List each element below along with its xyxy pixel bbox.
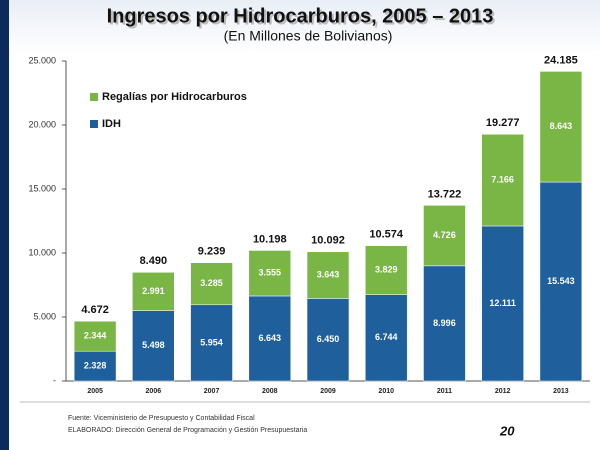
value-label: 3.643: [317, 269, 340, 279]
x-tick-label: 2011: [437, 388, 452, 395]
value-label: 3.555: [259, 268, 282, 278]
bar-segment: [248, 295, 291, 382]
value-label: 12.111: [489, 298, 516, 308]
bar-segment: [423, 205, 466, 267]
y-tick-label: 10.000: [28, 247, 56, 257]
value-label: 3.829: [375, 265, 398, 275]
y-tick-label: 25.000: [28, 55, 56, 65]
value-label: 2.991: [142, 286, 165, 296]
total-label: 24.185: [544, 54, 578, 66]
chart-title: Ingresos por Hidrocarburos, 2005 – 2013: [107, 5, 494, 27]
bar-segment: [248, 250, 291, 297]
prepared-note: ELABORADO: Dirección General de Programa…: [68, 427, 307, 434]
bar-segment: [481, 134, 524, 227]
value-label: 6.744: [375, 332, 398, 342]
legend-label: IDH: [102, 118, 121, 130]
bar-segment: [423, 265, 466, 382]
value-label: 15.543: [547, 276, 575, 286]
total-label: 9.239: [198, 246, 226, 258]
bar-segment: [365, 245, 408, 295]
total-label: 13.722: [428, 188, 462, 200]
total-label: 10.198: [253, 233, 287, 245]
side-band: [0, 0, 9, 450]
x-tick-label: 2006: [146, 388, 162, 395]
value-label: 8.643: [550, 121, 573, 131]
value-label: 3.285: [200, 278, 223, 288]
bar-segment: [73, 320, 117, 352]
bar-segment: [481, 225, 524, 382]
x-tick-label: 2012: [495, 388, 511, 395]
value-label: 5.498: [142, 340, 165, 350]
bar-segment: [539, 181, 583, 382]
y-tick-label: -: [53, 375, 56, 385]
total-label: 4.672: [81, 304, 109, 316]
legend-swatch: [90, 93, 98, 101]
x-tick-label: 2009: [320, 388, 336, 395]
total-label: 19.277: [486, 117, 520, 129]
source-note: Fuente: Viceministerio de Presupuesto y …: [68, 415, 255, 422]
chart-subtitle: (En Millones de Bolivianos): [224, 28, 393, 44]
value-label: 6.643: [259, 333, 282, 343]
bar-segment: [306, 298, 350, 382]
legend-label: Regalías por Hidrocarburos: [102, 91, 247, 103]
x-tick-label: 2010: [378, 388, 394, 395]
value-label: 5.954: [200, 337, 223, 347]
y-tick-label: 20.000: [28, 119, 56, 129]
value-label: 8.996: [433, 318, 456, 328]
bar-segment: [365, 294, 408, 382]
total-label: 10.092: [311, 235, 345, 247]
x-tick-label: 2007: [204, 388, 220, 395]
x-tick-label: 2005: [87, 388, 103, 395]
bar-segment: [539, 71, 583, 183]
total-label: 10.574: [369, 229, 404, 241]
value-label: 2.328: [84, 360, 107, 370]
total-label: 8.490: [140, 255, 168, 267]
page-number: 20: [499, 423, 515, 438]
legend-swatch: [90, 120, 98, 128]
value-label: 6.450: [317, 334, 340, 344]
bar-segment: [306, 251, 350, 299]
value-label: 4.726: [433, 230, 456, 240]
bar-segment: [190, 304, 233, 382]
bar-segment: [132, 272, 175, 311]
value-label: 7.166: [491, 174, 514, 184]
x-tick-label: 2013: [553, 388, 569, 395]
value-label: 2.344: [84, 331, 107, 341]
bar-segment: [190, 262, 233, 306]
y-tick-label: 15.000: [28, 183, 56, 193]
y-tick-label: 5.000: [33, 311, 56, 321]
x-tick-label: 2008: [262, 388, 278, 395]
title-shadow: Ingresos por Hidrocarburos, 2005 – 2013: [109, 7, 496, 29]
